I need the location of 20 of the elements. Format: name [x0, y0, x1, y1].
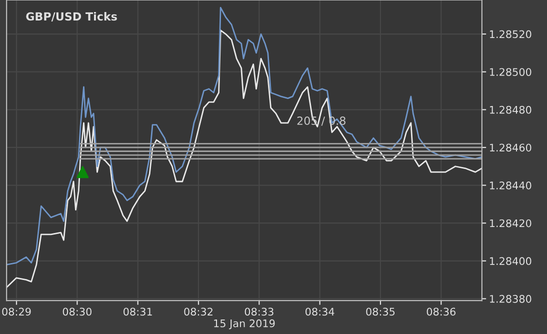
- text: GBP/USD Ticks: [26, 12, 117, 22]
- x-tick-label: 08:36: [426, 308, 456, 316]
- x-tick-label: 08:29: [2, 308, 31, 316]
- y-tick-label: 1.28380: [490, 294, 532, 303]
- y-tick-label: 1.28520: [490, 30, 532, 38]
- line-series: [6, 6, 482, 266]
- y-tick-label: 1.28420: [490, 219, 532, 228]
- x-axis-title: 15 Jan 2019: [214, 319, 275, 330]
- y-tick-label: 1.28440: [490, 182, 532, 190]
- y-tick-label: 1.28480: [490, 106, 532, 114]
- y-tick-label: 1.28500: [490, 68, 532, 76]
- x-tick-label: 08:31: [124, 308, 152, 316]
- x-tick-label: 08:33: [244, 308, 274, 316]
- y-tick-label: 1.28400: [490, 257, 532, 266]
- line-series: [6, 30, 482, 288]
- y-tick-label: 1.28460: [490, 144, 532, 152]
- x-tick-label: 08:34: [306, 308, 334, 316]
- x-tick-label: 08:30: [62, 308, 92, 316]
- x-tick-label: 08:35: [366, 308, 395, 316]
- x-tick-label: 08:32: [184, 308, 212, 316]
